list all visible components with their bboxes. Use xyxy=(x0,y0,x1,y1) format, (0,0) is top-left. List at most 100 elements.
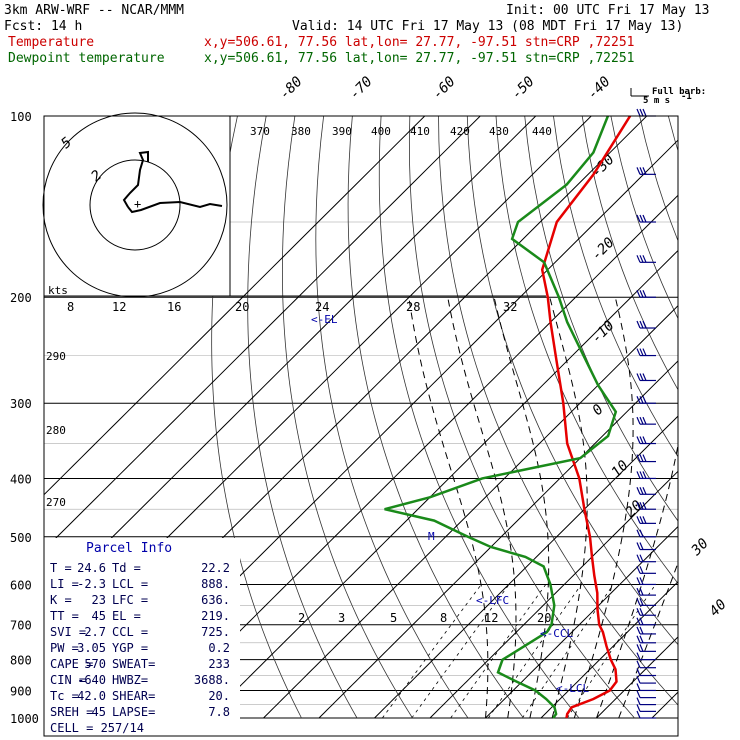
mixing-ratio-line xyxy=(566,584,656,719)
level-markers: <-EL <-LFC <-CCL <-LCL M xyxy=(311,313,589,695)
svg-text:+: + xyxy=(134,197,141,211)
m-marker: M xyxy=(428,530,435,543)
parcel-info-cell: LAPSE= xyxy=(112,705,155,719)
hodograph: + 5 2 kts xyxy=(42,112,231,298)
pressure-label: 1000 xyxy=(10,712,39,726)
dry-adiabat-line xyxy=(315,116,469,719)
isotherm-line xyxy=(44,116,481,551)
barb-legend-sup: -1 xyxy=(681,92,692,102)
pressure-label: 500 xyxy=(10,531,32,545)
parcel-info-cell: 888. xyxy=(201,577,230,591)
dry-adiabat-line xyxy=(495,116,678,585)
hodograph-kts-label: kts xyxy=(48,284,68,297)
dry-adiabat-line xyxy=(524,116,678,522)
isotherm-label: 0 xyxy=(590,402,607,419)
isotherm-line xyxy=(485,525,678,719)
parcel-info-cell: PW = xyxy=(50,641,79,655)
moist-adiabat-line xyxy=(493,297,550,719)
hodograph-ring-inner xyxy=(89,159,181,251)
wind-barb xyxy=(636,348,656,357)
isotherm-label: 10 xyxy=(609,458,632,481)
moist-adiabat-line xyxy=(549,297,588,719)
speed-axis-label: 20 xyxy=(235,300,249,314)
isotherm-label: -50 xyxy=(509,74,538,103)
parcel-info-cell: Td = xyxy=(112,561,141,575)
barb-legend: Full barb: 5 m s -1 xyxy=(630,87,706,106)
wind-barb xyxy=(636,487,656,495)
valid-time: Valid: 14 UTC Fri 17 May 13 (08 MDT Fri … xyxy=(292,19,683,34)
hodograph-trace xyxy=(122,150,223,214)
theta-label: 380 xyxy=(291,125,311,138)
parcel-info-cell: 22.2 xyxy=(201,561,230,575)
parcel-info-cell: SWEAT= xyxy=(112,657,155,671)
parcel-info-cell: 45 xyxy=(92,609,106,623)
isotherm-line xyxy=(207,249,678,719)
parcel-info-cell: LCL = xyxy=(112,577,148,591)
wind-barb xyxy=(636,635,656,644)
parcel-info-cell: 42.0 xyxy=(77,689,106,703)
mixing-ratio-lines xyxy=(382,584,656,719)
parcel-info-cell: 23 xyxy=(92,593,106,607)
wind-barb xyxy=(636,660,656,669)
moist-adiabat-line xyxy=(573,297,634,719)
pressure-label: 800 xyxy=(10,654,32,668)
theta-label: 370 xyxy=(250,125,270,138)
forecast-hour: Fcst: 14 h xyxy=(4,19,82,34)
temperature-trace xyxy=(540,116,632,719)
theta-label: 400 xyxy=(371,125,391,138)
wind-barb xyxy=(636,454,656,463)
lfc-marker: <-LFC xyxy=(476,594,509,607)
speed-axis-label: 12 xyxy=(112,300,126,314)
wind-barb xyxy=(636,529,656,538)
speed-axis-label: 32 xyxy=(503,300,517,314)
wind-barb xyxy=(636,214,656,223)
parcel-info-cell: SVI = xyxy=(50,625,86,639)
mixing-ratio-line xyxy=(411,584,510,719)
pressure-label: 700 xyxy=(10,619,32,633)
temperature-legend-label: Temperature xyxy=(8,35,94,50)
parcel-info-cell: TT = xyxy=(50,609,79,623)
wind-barb xyxy=(636,710,656,719)
parcel-info-cell: CELL = 257/14 xyxy=(50,721,144,735)
pressure-label: 300 xyxy=(10,397,32,411)
parcel-info-cell: CIN = xyxy=(50,673,86,687)
wind-barb xyxy=(636,697,656,706)
pressure-label: 900 xyxy=(10,684,32,698)
pressure-label: 100 xyxy=(10,110,32,124)
dry-adiabat-line xyxy=(378,116,580,719)
isotherm-label: -70 xyxy=(347,74,376,103)
mixing-ratio-label: 3 xyxy=(338,611,345,625)
parcel-info-cell: 725. xyxy=(201,625,230,639)
wind-barb xyxy=(636,617,656,626)
parcel-info-cell: YGP = xyxy=(112,641,148,655)
wind-barb xyxy=(636,608,656,616)
isotherm-label: -40 xyxy=(585,74,614,103)
isotherm-label: 30 xyxy=(688,536,712,560)
pressure-label: 400 xyxy=(10,472,32,486)
isotherm-line xyxy=(540,581,678,719)
header: 3km ARW-WRF -- NCAR/MMM Init: 00 UTC Fri… xyxy=(4,3,710,66)
wind-barb xyxy=(636,416,656,425)
isotherm-line xyxy=(263,305,678,719)
parcel-info-cell: LFC = xyxy=(112,593,148,607)
wind-barb xyxy=(636,690,656,699)
parcel-info-cell: EL = xyxy=(112,609,141,623)
wind-barb xyxy=(636,542,656,551)
theta-label: 420 xyxy=(450,125,470,138)
wind-barb xyxy=(636,501,656,510)
parcel-info-cell: 2.7 xyxy=(84,625,106,639)
theta-label: 430 xyxy=(489,125,509,138)
parcel-info-cell: CCL = xyxy=(112,625,148,639)
wind-barb xyxy=(636,644,656,652)
mixing-ratio-label: 8 xyxy=(440,611,447,625)
mixing-ratio-line xyxy=(450,584,547,719)
speed-axis-label: 24 xyxy=(315,300,329,314)
moist-adiabat-line xyxy=(408,297,489,719)
dewpoint-legend-info: x,y=506.61, 77.56 lat,lon= 27.77, -97.51… xyxy=(204,51,634,66)
parcel-info-cell: K = xyxy=(50,593,72,607)
wind-barb xyxy=(636,108,656,117)
parcel-info-title: Parcel Info xyxy=(86,541,172,556)
theta-label: 440 xyxy=(532,125,552,138)
parcel-info-cell: SREH = xyxy=(50,705,93,719)
theta-left-label: 290 xyxy=(46,350,66,363)
